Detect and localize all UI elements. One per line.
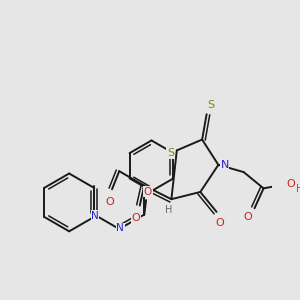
Text: O: O bbox=[216, 218, 225, 228]
Text: O: O bbox=[244, 212, 253, 222]
Text: O: O bbox=[105, 197, 114, 207]
Text: O: O bbox=[144, 187, 152, 197]
Text: H: H bbox=[165, 205, 172, 215]
Text: O: O bbox=[286, 179, 295, 189]
Text: S: S bbox=[167, 148, 174, 158]
Text: O: O bbox=[132, 213, 140, 223]
Text: H: H bbox=[296, 184, 300, 194]
Text: N: N bbox=[91, 211, 99, 221]
Text: N: N bbox=[116, 223, 124, 233]
Text: S: S bbox=[208, 100, 215, 110]
Text: N: N bbox=[220, 160, 229, 170]
